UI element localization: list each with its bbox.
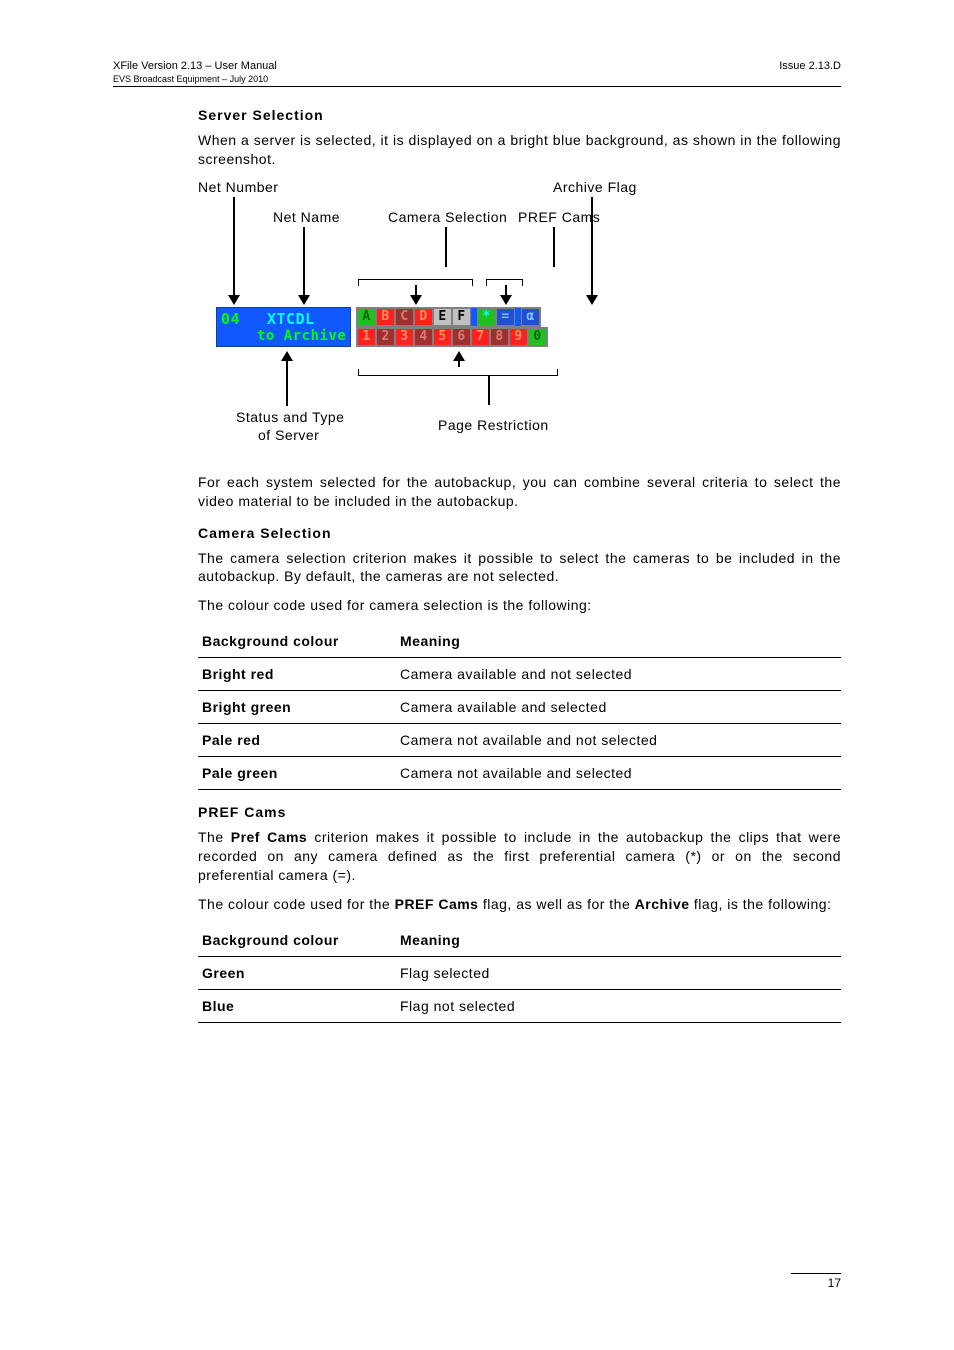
table-row-colour: Bright red — [198, 658, 396, 691]
camera-cell: α — [521, 308, 540, 326]
camera-cell: C — [395, 308, 414, 326]
label-net-name: Net Name — [273, 209, 340, 225]
heading-pref-cams: PREF Cams — [198, 804, 841, 820]
arrow-camera-selection — [410, 295, 422, 305]
camera-cell: A — [357, 308, 376, 326]
arrow-net-name — [298, 295, 310, 305]
arrow-page-restriction — [453, 351, 465, 361]
table-header-bgcolour: Background colour — [198, 625, 396, 658]
label-page-restriction: Page Restriction — [438, 417, 549, 433]
page-cell: 0 — [528, 328, 547, 346]
arrow-archive-flag — [586, 295, 598, 305]
label-archive-flag: Archive Flag — [553, 179, 637, 195]
para-s2-1: The camera selection criterion makes it … — [198, 549, 841, 587]
label-camera-selection: Camera Selection — [388, 209, 507, 225]
line-camera-selection-bot — [415, 285, 417, 295]
table-header-bgcolour: Background colour — [198, 924, 396, 957]
para-s3-2: The colour code used for the PREF Cams f… — [198, 895, 841, 914]
table-row-colour: Pale green — [198, 757, 396, 790]
page-cell: 7 — [471, 328, 490, 346]
page-cell: 1 — [357, 328, 376, 346]
table-row-colour: Green — [198, 956, 396, 989]
table-row-colour: Blue — [198, 989, 396, 1022]
line-net-number — [233, 197, 235, 295]
heading-camera-selection: Camera Selection — [198, 525, 841, 541]
line-net-name — [303, 227, 305, 295]
camera-cell: F — [452, 308, 471, 326]
table-row-meaning: Camera not available and not selected — [396, 724, 841, 757]
page-cell: 6 — [452, 328, 471, 346]
text-bold: PREF Cams — [395, 896, 479, 912]
camera-cell: B — [376, 308, 395, 326]
text-bold: Pref Cams — [231, 829, 307, 845]
camera-row-letters: ABCDEF *= α — [356, 307, 541, 327]
label-status-type-1: Status and Type — [236, 409, 344, 425]
para-s2-2: The colour code used for camera selectio… — [198, 596, 841, 615]
header-issue: Issue 2.13.D — [779, 60, 841, 72]
table-header-meaning: Meaning — [396, 625, 841, 658]
page-cell: 8 — [490, 328, 509, 346]
bracket-page-restriction — [358, 369, 558, 376]
label-net-number: Net Number — [198, 179, 278, 195]
camera-cell: * — [477, 308, 496, 326]
line-archive-flag — [591, 197, 593, 295]
label-status-type-2: of Server — [258, 427, 319, 443]
para-s1-1: When a server is selected, it is display… — [198, 131, 841, 169]
server-net-name: XTCDL — [267, 310, 315, 328]
header-sub: EVS Broadcast Equipment – July 2010 — [113, 74, 841, 84]
arrow-status-type — [281, 351, 293, 361]
line-pref-cams-top — [553, 227, 555, 267]
table-row-meaning: Camera available and selected — [396, 691, 841, 724]
camera-cell: = — [496, 308, 515, 326]
header-rule — [113, 86, 841, 87]
table-camera-colours: Background colour Meaning Bright redCame… — [198, 625, 841, 790]
text: The colour code used for the — [198, 896, 395, 912]
heading-server-selection: Server Selection — [198, 107, 841, 123]
line-pref-cams-bot — [505, 285, 507, 295]
label-pref-cams: PREF Cams — [518, 209, 600, 225]
camera-cell: E — [433, 308, 452, 326]
table-row-meaning: Flag selected — [396, 956, 841, 989]
page-cell: 5 — [433, 328, 452, 346]
table-row-colour: Bright green — [198, 691, 396, 724]
text: flag, is the following: — [690, 896, 832, 912]
page-cell: 4 — [414, 328, 433, 346]
header-title: XFile Version 2.13 – User Manual — [113, 60, 277, 72]
page-cell: 3 — [395, 328, 414, 346]
line-page-restriction — [488, 375, 490, 405]
page-number: 17 — [828, 1276, 841, 1290]
line-page-restriction-short — [458, 361, 460, 367]
page-cell: 2 — [376, 328, 395, 346]
para-s1-2: For each system selected for the autobac… — [198, 473, 841, 511]
footer: 17 — [791, 1273, 841, 1290]
server-box: 04 XTCDL to Archive — [216, 307, 351, 347]
server-status: to Archive — [257, 328, 346, 344]
para-s3-1: The Pref Cams criterion makes it possibl… — [198, 828, 841, 885]
line-status-type — [286, 361, 288, 406]
text: flag, as well as for the — [478, 896, 634, 912]
table-row-meaning: Camera available and not selected — [396, 658, 841, 691]
text-bold: Archive — [635, 896, 690, 912]
arrow-net-number — [228, 295, 240, 305]
line-camera-selection-top — [445, 227, 447, 267]
camera-cell: D — [414, 308, 433, 326]
table-row-meaning: Flag not selected — [396, 989, 841, 1022]
server-selection-diagram: Net Number Archive Flag Net Name Camera … — [198, 179, 743, 459]
server-net-number: 04 — [221, 310, 240, 328]
text: The — [198, 829, 231, 845]
table-row-meaning: Camera not available and selected — [396, 757, 841, 790]
arrow-pref-cams — [500, 295, 512, 305]
table-pref-colours: Background colour Meaning GreenFlag sele… — [198, 924, 841, 1023]
table-header-meaning: Meaning — [396, 924, 841, 957]
page-cell: 9 — [509, 328, 528, 346]
table-row-colour: Pale red — [198, 724, 396, 757]
page-row-numbers: 1234567890 — [356, 327, 548, 347]
